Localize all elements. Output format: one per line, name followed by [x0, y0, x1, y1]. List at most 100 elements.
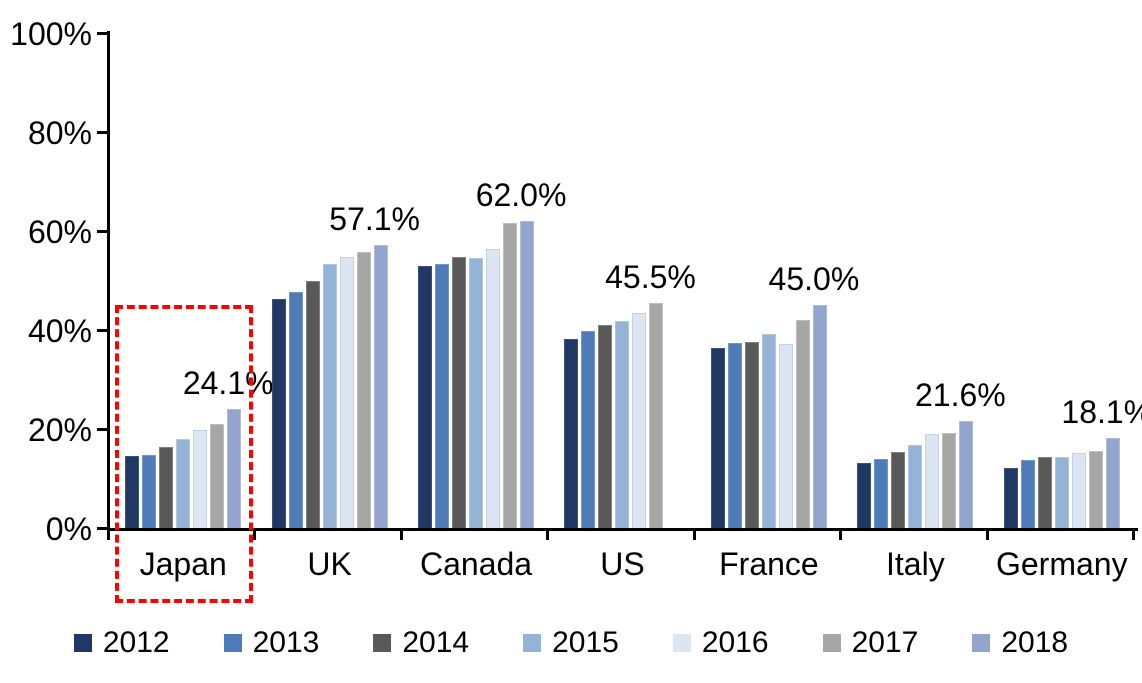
legend-label-2015: 2015: [552, 626, 619, 659]
legend-label-2013: 2013: [252, 626, 320, 659]
bar-italy-2016: [925, 433, 940, 528]
legend-swatch-2015: [523, 634, 542, 652]
y-tick-0: [97, 527, 108, 530]
bar-canada-2014: [452, 257, 467, 528]
bar-germany-2013: [1020, 460, 1035, 528]
y-tick-label-40: 40%: [27, 313, 92, 349]
category-label-us: US: [600, 546, 645, 582]
legend-swatch-2016: [672, 634, 691, 652]
bar-us-2015: [615, 321, 630, 528]
bar-canada-2012: [418, 266, 433, 528]
bar-group-uk: [256, 33, 402, 528]
bar-group-germany: [989, 33, 1135, 528]
legend-label-2018: 2018: [1001, 626, 1069, 659]
bar-germany-2017: [1088, 450, 1103, 528]
bar-italy-2018: [959, 421, 974, 528]
bar-italy-2012: [857, 463, 872, 528]
legend-label-2012: 2012: [102, 626, 170, 659]
x-tick-0: [107, 528, 110, 540]
data-label-uk: 57.1%: [329, 201, 421, 238]
bar-uk-2017: [356, 251, 371, 528]
category-label-uk: UK: [307, 546, 352, 582]
legend-swatch-2013: [223, 634, 242, 652]
y-tick-100: [97, 32, 108, 35]
bar-italy-2015: [908, 444, 923, 528]
category-label-italy: Italy: [886, 546, 945, 582]
bar-france-2016: [778, 343, 793, 528]
bar-france-2014: [744, 342, 759, 528]
x-tick-1: [253, 528, 257, 540]
bar-uk-2012: [271, 298, 286, 528]
bar-uk-2014: [305, 281, 320, 528]
y-tick-label-80: 80%: [27, 115, 92, 151]
bar-group-canada: [403, 33, 549, 528]
legend-item-2017: 2017: [822, 626, 919, 659]
x-tick-3: [546, 528, 550, 540]
category-label-france: France: [719, 546, 819, 582]
x-tick-4: [692, 528, 696, 540]
bar-group-italy: [842, 33, 988, 528]
bar-france-2017: [795, 320, 810, 528]
legend: 2012 2013 2014 2015 2016 2017 2018: [0, 628, 1142, 658]
bar-group-france: [696, 33, 842, 528]
legend-item-2018: 2018: [972, 628, 1068, 658]
bar-japan-2012: [125, 455, 140, 528]
bar-us-2016: [632, 313, 647, 528]
bar-italy-2014: [891, 451, 906, 528]
bar-canada-2018: [520, 221, 535, 528]
legend-swatch-2018: [972, 634, 991, 652]
bar-us-2014: [598, 325, 613, 528]
legend-label-2014: 2014: [402, 626, 470, 659]
legend-label-2016: 2016: [701, 626, 769, 659]
data-label-canada: 62.0%: [475, 177, 567, 214]
bar-canada-2017: [503, 223, 518, 528]
bar-us-2013: [581, 331, 596, 528]
bar-group-us: [549, 33, 695, 528]
y-axis-line: [107, 31, 110, 531]
bar-uk-2015: [322, 264, 337, 528]
bar-germany-2016: [1071, 452, 1086, 528]
bar-japan-2017: [210, 424, 225, 528]
bar-france-2012: [710, 347, 725, 528]
bar-france-2018: [812, 305, 827, 528]
x-tick-2: [399, 528, 403, 540]
data-label-germany: 18.1%: [1061, 394, 1142, 431]
x-tick-6: [985, 528, 989, 540]
category-label-canada: Canada: [420, 546, 533, 582]
bar-japan-2018: [227, 408, 242, 528]
plot-area: 24.1% 57.1% 62.0% 45.5% 45.0% 21.6% 18.1%: [110, 33, 1142, 528]
legend-label-2017: 2017: [851, 626, 919, 659]
legend-item-2013: 2013: [223, 626, 320, 659]
bar-us-2017: [649, 302, 664, 528]
data-label-us: 45.5%: [605, 258, 696, 295]
y-tick-40: [97, 329, 108, 332]
bar-germany-2015: [1054, 456, 1069, 528]
legend-item-2015: 2015: [523, 628, 619, 658]
bar-japan-2015: [176, 439, 191, 528]
y-tick-label-0: 0%: [45, 511, 92, 547]
japan-highlight-box: [115, 305, 253, 603]
data-label-japan: 24.1%: [182, 364, 274, 401]
bar-group-japan: [110, 33, 256, 528]
bar-canada-2016: [486, 248, 501, 528]
bar-germany-2012: [1003, 468, 1018, 528]
x-tick-7: [1132, 528, 1135, 540]
bar-uk-2013: [288, 291, 303, 528]
legend-swatch-2012: [73, 634, 92, 652]
legend-swatch-2014: [373, 634, 392, 652]
x-tick-5: [839, 528, 843, 540]
y-tick-label-100: 100%: [10, 16, 92, 52]
y-tick-80: [97, 131, 108, 134]
bar-italy-2013: [874, 459, 889, 528]
category-label-japan: Japan: [139, 546, 227, 582]
y-tick-label-60: 60%: [27, 214, 92, 250]
legend-item-2012: 2012: [73, 626, 170, 659]
data-label-france: 45.0%: [768, 261, 860, 298]
bar-france-2015: [761, 333, 776, 528]
bar-us-2012: [564, 338, 579, 528]
y-tick-60: [97, 230, 108, 233]
legend-swatch-2017: [822, 634, 841, 652]
bar-japan-2014: [159, 446, 174, 528]
category-label-germany: Germany: [995, 546, 1128, 582]
y-tick-label-20: 20%: [27, 412, 92, 448]
